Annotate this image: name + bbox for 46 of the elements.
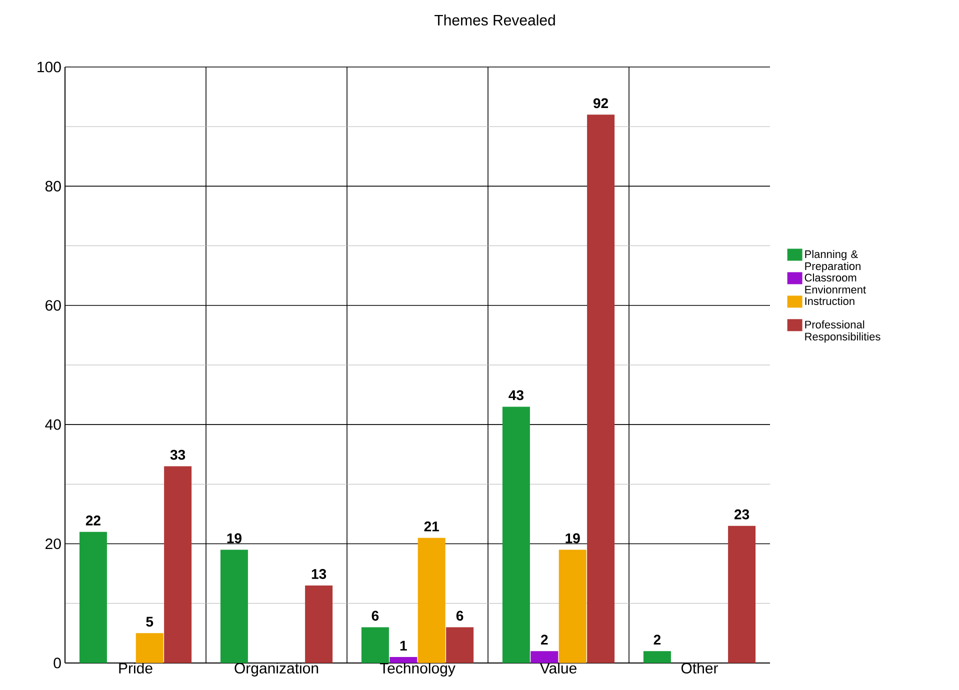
y-tick-label: 60 xyxy=(46,300,61,311)
data-label: 22 xyxy=(86,516,100,526)
bar xyxy=(728,526,756,663)
bar xyxy=(164,466,192,663)
x-tick-label: Technology xyxy=(380,662,456,676)
data-label: 33 xyxy=(170,450,186,460)
data-label: 2 xyxy=(654,634,661,645)
bar xyxy=(418,538,446,663)
y-tick-label: 80 xyxy=(45,180,61,192)
data-label: 2 xyxy=(540,634,548,645)
y-tick-label: 100 xyxy=(38,62,61,72)
bar xyxy=(79,532,107,663)
legend-label: Professional Responsibilities xyxy=(805,320,880,343)
y-tick-label: 20 xyxy=(46,538,61,550)
bar xyxy=(558,550,586,663)
bar xyxy=(643,651,671,663)
data-label: 5 xyxy=(146,616,154,627)
data-label: 21 xyxy=(424,522,439,532)
x-tick-label: Organization xyxy=(234,662,318,676)
bar xyxy=(361,627,389,663)
bar xyxy=(446,627,474,663)
bar xyxy=(587,114,615,663)
y-tick-label: 0 xyxy=(54,658,61,668)
legend-label: Planning & Preparation xyxy=(805,250,860,272)
x-tick-label: Other xyxy=(681,662,718,674)
bar xyxy=(530,651,558,663)
bar xyxy=(136,633,164,663)
data-label: 6 xyxy=(372,610,379,621)
bar xyxy=(220,550,248,663)
data-label: 6 xyxy=(456,610,464,621)
data-label: 19 xyxy=(566,533,580,544)
data-label: 43 xyxy=(508,390,524,400)
y-tick-label: 40 xyxy=(45,419,61,430)
bar xyxy=(305,586,333,663)
x-tick-label: Value xyxy=(540,662,576,674)
bar xyxy=(502,406,530,663)
data-label: 13 xyxy=(312,569,326,579)
data-label: 1 xyxy=(400,640,407,650)
x-tick-label: Pride xyxy=(119,662,152,674)
data-label: 23 xyxy=(734,509,750,520)
legend-label: Classroom Envionrment xyxy=(804,273,866,294)
chart-title: Themes Revealed xyxy=(434,14,555,26)
legend-label: Instruction xyxy=(805,296,854,306)
data-label: 92 xyxy=(594,98,608,108)
data-label: 19 xyxy=(227,533,242,544)
bar xyxy=(390,657,418,663)
